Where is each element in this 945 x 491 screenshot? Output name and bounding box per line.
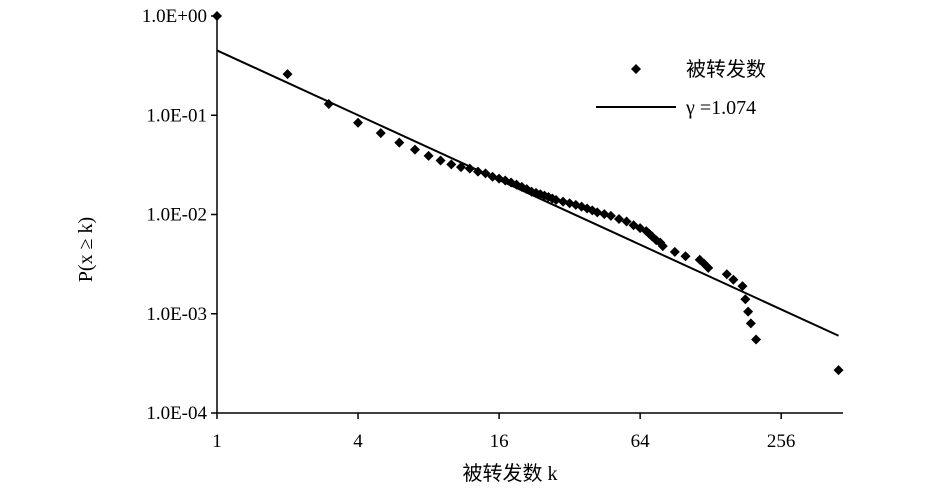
x-tick-label: 16: [490, 431, 509, 452]
legend-label-series: 被转发数: [686, 58, 766, 81]
y-axis-label: P(x ≥ k): [75, 217, 97, 282]
data-point: [472, 166, 483, 177]
data-point: [353, 117, 364, 128]
data-point: [614, 214, 625, 225]
data-point: [394, 137, 405, 148]
legend: 被转发数 γ =1.074: [596, 58, 766, 119]
data-point: [446, 159, 457, 170]
data-point: [657, 241, 668, 252]
x-tick-label: 4: [353, 431, 363, 452]
data-point: [455, 162, 466, 173]
data-point: [323, 98, 334, 109]
data-point: [833, 365, 844, 376]
data-point: [751, 334, 762, 345]
data-point: [480, 168, 491, 179]
x-tick-label: 1: [212, 431, 222, 452]
y-tick-label: 1.0E-03: [146, 304, 207, 325]
data-point: [464, 163, 475, 174]
x-axis-label: 被转发数 k: [463, 462, 558, 485]
legend-diamond-marker: [631, 64, 641, 74]
data-point: [282, 69, 293, 80]
data-point: [680, 251, 691, 262]
data-point: [423, 150, 434, 161]
data-point: [737, 281, 748, 292]
data-point: [551, 194, 562, 205]
y-tick-label: 1.0E-02: [146, 205, 207, 226]
data-point: [743, 306, 754, 317]
data-point: [409, 144, 420, 155]
x-tick-label: 64: [631, 431, 651, 452]
data-point: [721, 269, 732, 280]
data-point: [592, 207, 603, 218]
data-point: [669, 246, 680, 257]
data-point: [745, 318, 756, 329]
x-tick-label: 256: [767, 431, 796, 452]
data-point: [605, 210, 616, 221]
x-ticks: 1 4 16 64 256: [212, 413, 795, 452]
data-point: [212, 11, 222, 21]
data-points: [212, 11, 844, 376]
data-point: [375, 128, 386, 139]
y-tick-label: 1.0E-04: [146, 403, 207, 424]
data-point: [703, 262, 714, 273]
legend-label-fit: γ =1.074: [685, 97, 756, 119]
data-point: [435, 155, 446, 166]
y-tick-label: 1.0E+00: [142, 6, 207, 27]
y-ticks: 1.0E+00 1.0E-01 1.0E-02 1.0E-03 1.0E-04: [142, 6, 217, 424]
y-tick-label: 1.0E-01: [146, 105, 207, 126]
data-point: [728, 274, 739, 285]
data-point: [740, 294, 751, 305]
data-point: [621, 216, 632, 227]
data-point: [506, 177, 517, 188]
